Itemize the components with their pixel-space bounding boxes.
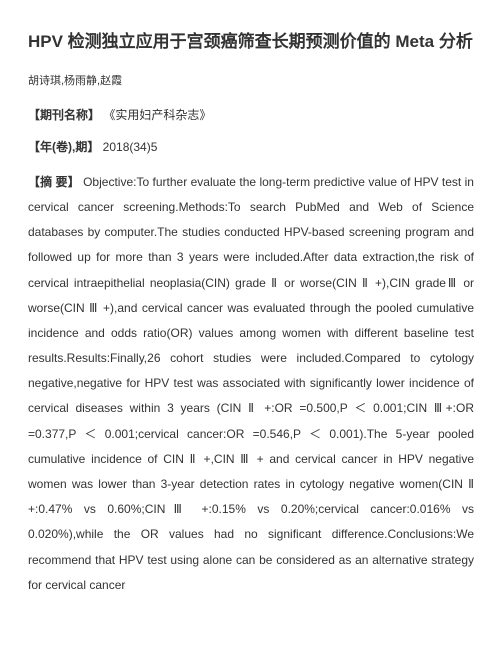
abstract-label: 【摘 要】	[28, 175, 80, 189]
abstract-text: Objective:To further evaluate the long-t…	[28, 175, 474, 592]
journal-row: 【期刊名称】 《实用妇产科杂志》	[28, 106, 474, 124]
journal-value: 《实用妇产科杂志》	[103, 108, 211, 122]
journal-label: 【期刊名称】	[28, 108, 100, 122]
authors: 胡诗琪,杨雨静,赵霞	[28, 72, 474, 88]
article-title: HPV 检测独立应用于宫颈癌筛查长期预测价值的 Meta 分析	[28, 30, 474, 54]
abstract-section: 【摘 要】 Objective:To further evaluate the …	[28, 170, 474, 598]
issue-label: 【年(卷),期】	[28, 140, 99, 154]
issue-row: 【年(卷),期】 2018(34)5	[28, 138, 474, 156]
issue-value: 2018(34)5	[103, 140, 158, 154]
